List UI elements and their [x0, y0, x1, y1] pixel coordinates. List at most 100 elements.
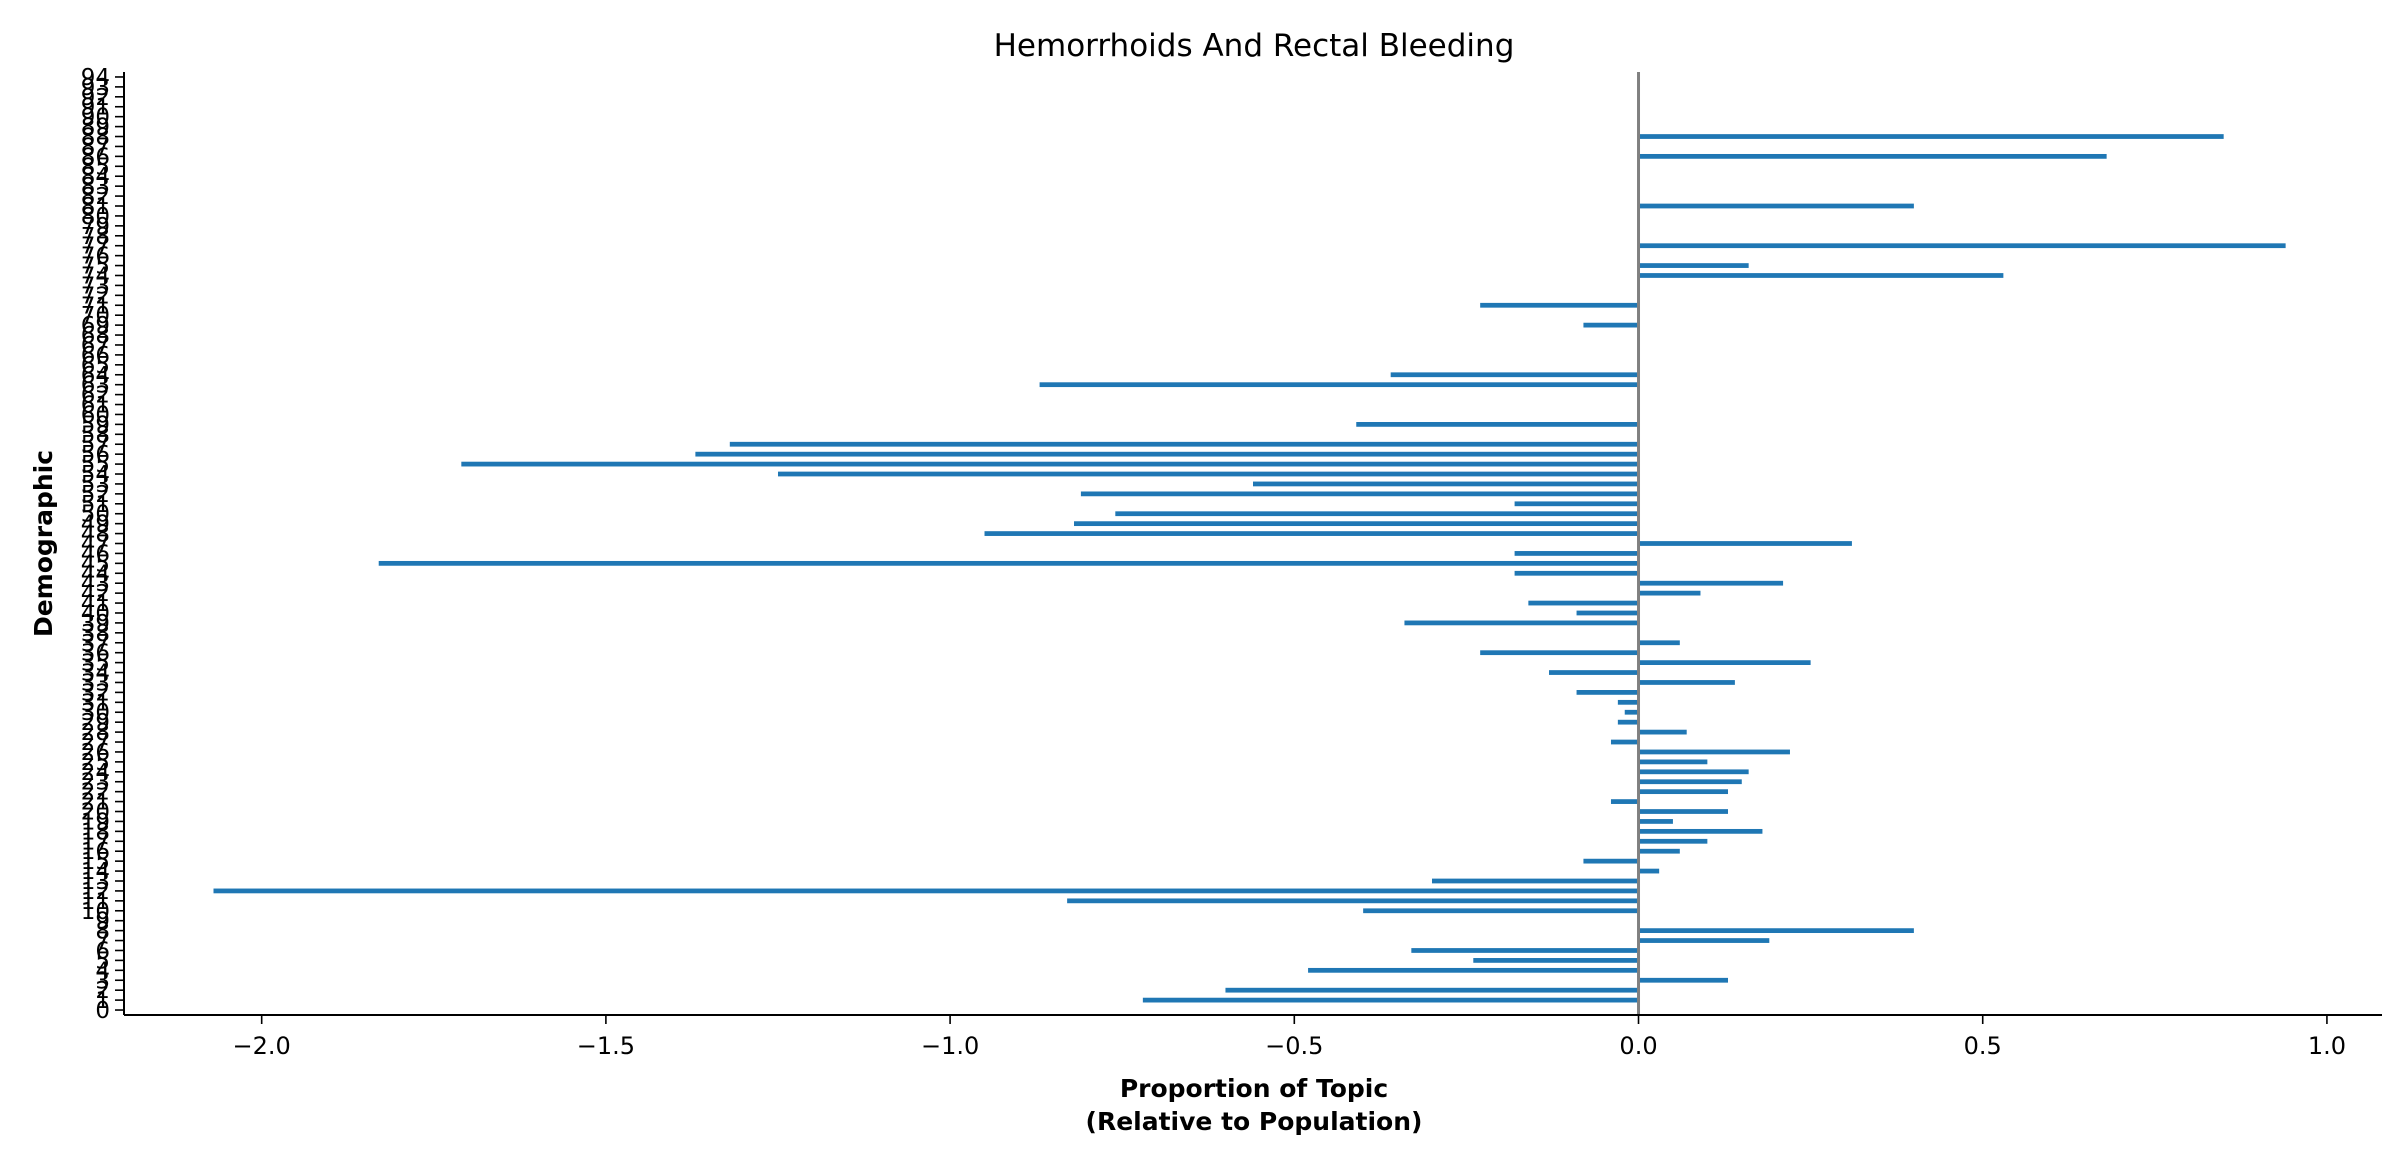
y-tick-label: 81: [81, 194, 110, 220]
y-tick-label: 89: [81, 115, 110, 141]
y-tick-label: 54: [81, 462, 110, 488]
bar-50: [1115, 511, 1639, 517]
y-tick-label: 3: [95, 968, 110, 994]
bar-24: [1638, 769, 1749, 775]
y-tick-label: 22: [81, 780, 110, 806]
y-tick-label: 11: [81, 889, 110, 915]
bar-48: [984, 531, 1639, 536]
bar-64: [1390, 372, 1639, 378]
y-tick-label: 44: [81, 561, 110, 587]
y-tick-label: 59: [81, 412, 110, 438]
y-tick-label: 47: [81, 532, 110, 558]
y-tick-label: 25: [81, 750, 110, 776]
y-tick-label: 13: [81, 869, 110, 895]
bar-15: [1583, 858, 1639, 864]
bar-55: [461, 461, 1639, 467]
bar-53: [1253, 481, 1639, 487]
bar-34: [1549, 670, 1639, 675]
y-tick-label: 82: [81, 184, 110, 210]
bar-30: [1624, 709, 1639, 715]
y-tick-label: 83: [81, 174, 110, 200]
y-tick-label: 0: [95, 998, 110, 1024]
y-tick-label: 85: [81, 154, 110, 180]
bar-75: [1638, 263, 1749, 268]
y-tick-label: 6: [95, 938, 110, 964]
bar-14: [1638, 868, 1660, 874]
y-tick-label: 2: [95, 978, 110, 1004]
bar-21: [1610, 799, 1639, 804]
y-tick-label: 63: [81, 373, 110, 399]
y-tick-label: 52: [81, 482, 110, 508]
y-tick-label: 40: [81, 601, 110, 627]
y-tick-label: 88: [81, 125, 110, 151]
bar-57: [729, 441, 1639, 447]
y-tick-label: 74: [81, 263, 110, 289]
x-tick-label: −1.5: [577, 1032, 635, 1060]
y-tick-label: 78: [81, 224, 110, 250]
x-tick-label: −2.0: [233, 1032, 291, 1060]
bar-41: [1528, 600, 1639, 606]
bar-74: [1638, 273, 2004, 278]
y-tick-label: 50: [81, 502, 110, 528]
y-tick-label: 49: [81, 512, 110, 538]
bar-29: [1617, 719, 1639, 725]
x-axis-label: Proportion of Topic (Relative to Populati…: [1086, 1074, 1423, 1136]
y-tick-label: 91: [81, 95, 110, 121]
bar-22: [1638, 789, 1729, 795]
y-tick-label: 67: [81, 333, 110, 359]
y-tick-label: 64: [81, 363, 110, 389]
bar-54: [777, 471, 1639, 477]
bar-71: [1480, 302, 1639, 308]
y-tick-label: 24: [81, 760, 110, 786]
y-tick-label: 86: [81, 144, 110, 170]
bar-42: [1638, 590, 1701, 596]
y-tick-label: 32: [81, 680, 110, 706]
y-tick-label: 68: [81, 323, 110, 349]
bar-37: [1638, 640, 1680, 646]
y-tick-label: 39: [81, 611, 110, 637]
x-tick-label: 0.0: [1619, 1032, 1657, 1060]
bar-56: [695, 451, 1639, 457]
y-tick-label: 92: [81, 85, 110, 111]
bar-23: [1638, 779, 1742, 785]
y-tick-label: 66: [81, 343, 110, 369]
y-tick-label: 69: [81, 313, 110, 339]
y-tick-label: 41: [81, 591, 110, 617]
y-tick-label: 7: [95, 929, 110, 955]
bar-13: [1431, 878, 1639, 884]
y-tick-label: 18: [81, 819, 110, 845]
y-tick-label: 61: [81, 393, 110, 419]
y-tick-label: 38: [81, 621, 110, 647]
y-ticks: 0123456789101112131415161718192021222324…: [81, 65, 124, 1024]
bar-27: [1610, 739, 1639, 745]
y-tick-label: 45: [81, 551, 110, 577]
bar-2: [1225, 987, 1639, 993]
y-tick-label: 76: [81, 244, 110, 270]
y-tick-label: 84: [81, 164, 110, 190]
y-tick-label: 27: [81, 730, 110, 756]
y-tick-label: 75: [81, 254, 110, 280]
bar-5: [1473, 958, 1639, 963]
bar-51: [1514, 501, 1639, 507]
bar-31: [1617, 699, 1639, 705]
y-tick-label: 17: [81, 829, 110, 855]
y-tick-label: 77: [81, 234, 110, 260]
y-tick-label: 19: [81, 809, 110, 835]
y-tick-label: 87: [81, 134, 110, 160]
y-tick-label: 53: [81, 472, 110, 498]
bar-32: [1576, 690, 1639, 695]
bar-19: [1638, 819, 1673, 824]
y-tick-label: 26: [81, 740, 110, 766]
bar-26: [1638, 749, 1790, 755]
y-tick-label: 55: [81, 452, 110, 478]
bar-17: [1638, 838, 1708, 844]
y-tick-label: 62: [81, 383, 110, 409]
bar-1: [1142, 997, 1639, 1003]
bar-47: [1638, 541, 1852, 546]
y-tick-label: 9: [95, 909, 110, 935]
y-tick-label: 28: [81, 720, 110, 746]
y-tick-label: 79: [81, 214, 110, 240]
y-tick-label: 51: [81, 492, 110, 518]
y-tick-label: 90: [81, 105, 110, 131]
